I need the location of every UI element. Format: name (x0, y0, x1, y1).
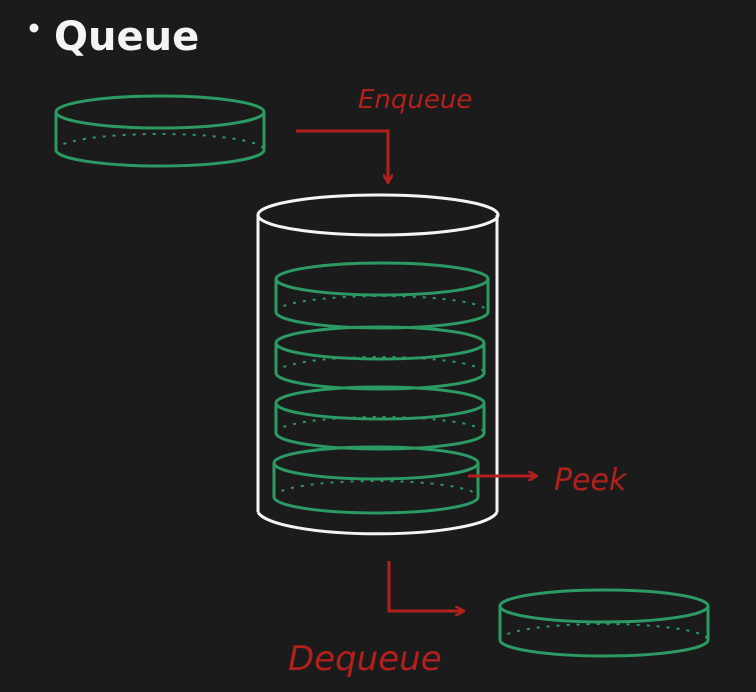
stacked-disc-1 (274, 261, 490, 330)
stacked-disc-2 (274, 325, 486, 391)
outgoing-disc (498, 588, 710, 658)
page-title: Queue (54, 14, 199, 60)
enqueue-label: Enqueue (358, 85, 472, 115)
peek-label: Peek (554, 463, 628, 498)
incoming-disc (54, 94, 266, 168)
stacked-disc-4-front (272, 445, 480, 515)
enqueue-arrow (296, 129, 388, 182)
stacked-disc-3 (274, 385, 486, 451)
dequeue-label: Dequeue (288, 639, 442, 679)
title-bullet-dot (29, 23, 39, 33)
dequeue-arrow (387, 561, 463, 611)
queue-container (256, 193, 500, 536)
